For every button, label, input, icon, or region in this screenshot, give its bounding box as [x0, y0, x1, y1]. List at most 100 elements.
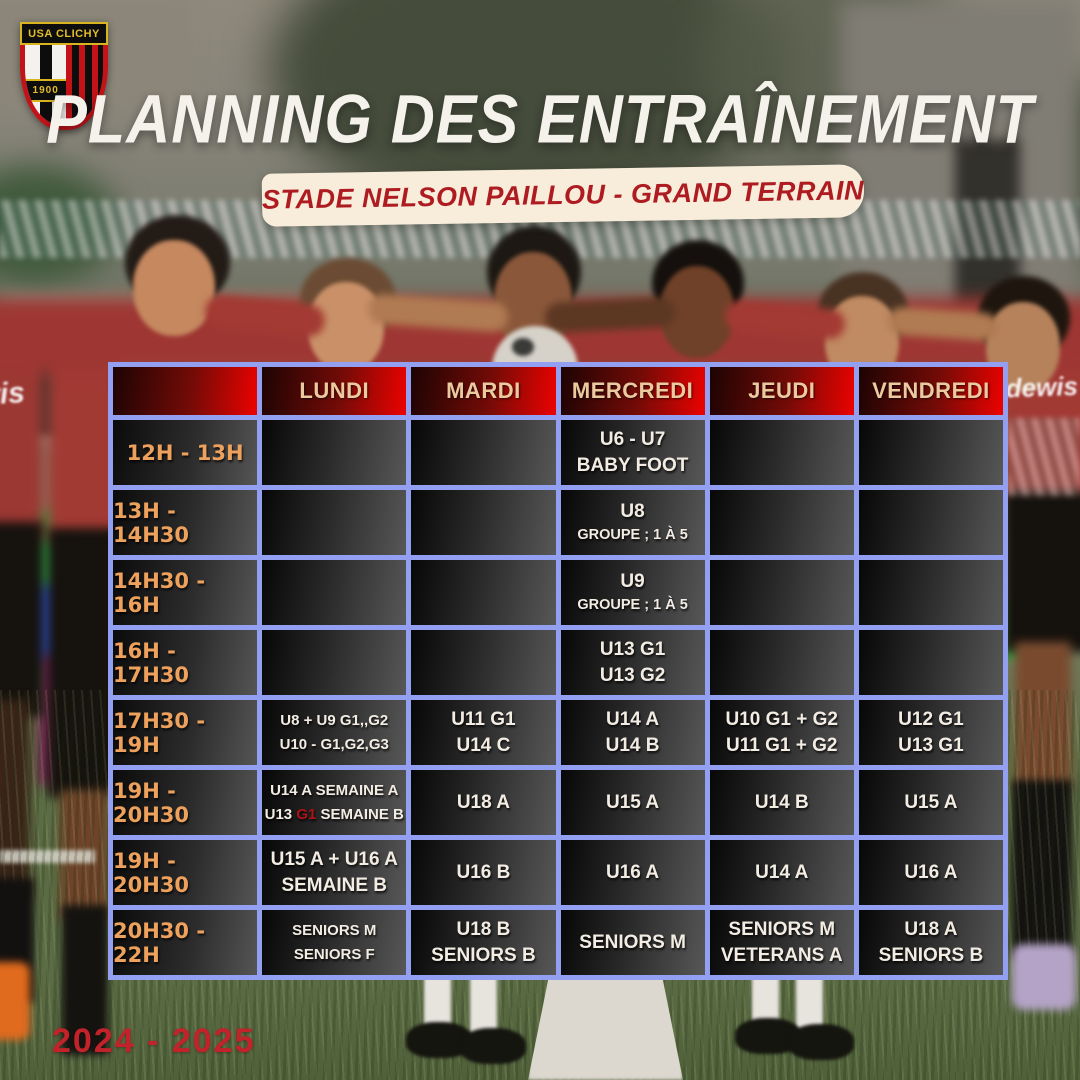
- schedule-cell: U11 G1 U14 C: [411, 700, 556, 765]
- player-hair: [978, 276, 1070, 360]
- player-hair: [652, 240, 744, 326]
- tree-canopy: [0, 165, 120, 285]
- player-hair: [300, 258, 396, 342]
- player-shoe-orange: [0, 962, 30, 1040]
- schedule-entry: BABY FOOT: [576, 454, 689, 476]
- time-cell: 14H30 - 16H: [113, 560, 258, 625]
- schedule-entry: U13 G1: [599, 638, 666, 660]
- schedule-entry: U9: [620, 570, 645, 592]
- player-shoe: [406, 1022, 472, 1058]
- schedule-cell: U9 GROUPE ; 1 À 5: [560, 560, 705, 625]
- schedule-entry: U13 G1 SEMAINE B: [264, 805, 404, 823]
- player-arm: [544, 296, 676, 334]
- player-sock: [0, 878, 34, 1003]
- schedule-entry: U12 G1: [898, 708, 964, 730]
- schedule-entry: SENIORS B: [878, 944, 984, 966]
- day-header-cell: JEUDI: [709, 367, 854, 415]
- schedule-cell: [709, 560, 854, 625]
- schedule-cell: U12 G1 U13 G1: [858, 700, 1003, 765]
- player-hair: [818, 272, 908, 352]
- field-line-center: [528, 972, 683, 1080]
- player-head: [133, 240, 215, 336]
- time-cell: 19H - 20H30: [113, 770, 258, 835]
- player-shorts: [0, 522, 43, 717]
- day-header-cell: MARDI: [411, 367, 556, 415]
- player-shoe: [788, 1024, 854, 1060]
- schedule-cell: U13 G1 U13 G2: [560, 630, 705, 695]
- schedule-entry: U10 G1 + G2: [725, 708, 838, 730]
- schedule-cell: U18 A SENIORS B: [858, 910, 1003, 975]
- schedule-cell: [709, 420, 854, 485]
- schedule-entry: SEMAINE B: [281, 874, 388, 896]
- schedule-cell: U14 A: [709, 840, 854, 905]
- schedule-entry: VETERANS A: [720, 944, 843, 966]
- schedule-cell: [709, 630, 854, 695]
- schedule-cell: [411, 420, 556, 485]
- schedule-entry: U13 G2: [599, 664, 666, 686]
- schedule-cell: U16 A: [858, 840, 1003, 905]
- schedule-cell: [858, 490, 1003, 555]
- schedule-cell: U6 - U7 BABY FOOT: [560, 420, 705, 485]
- player-shorts: [1004, 492, 1080, 652]
- page-title: PLANNING DES ENTRAÎNEMENT: [46, 80, 1034, 158]
- player-arm: [203, 293, 327, 339]
- player-head: [494, 252, 572, 350]
- player-arm: [723, 299, 847, 341]
- player-leg: [0, 700, 30, 900]
- time-cell: 13H - 14H30: [113, 490, 258, 555]
- schedule-cell: [262, 490, 407, 555]
- schedule-entry: GROUPE ; 1 À 5: [577, 596, 688, 613]
- building-window: [30, 350, 115, 435]
- subtitle-text: STADE NELSON PAILLOU - GRAND TERRAIN: [261, 175, 865, 215]
- schedule-cell: [262, 630, 407, 695]
- schedule-entry: U14 A SEMAINE A: [270, 781, 399, 799]
- fence-strip: [1008, 418, 1080, 496]
- schedule-entry: U8: [620, 500, 645, 522]
- schedule-entry: SENIORS M: [292, 921, 377, 939]
- player-leg: [1015, 642, 1071, 792]
- building-window: [955, 140, 1020, 310]
- background-player-head: [18, 448, 68, 510]
- schedule-entry: U10 - G1,G2,G3: [279, 735, 389, 753]
- schedule-cell: [858, 420, 1003, 485]
- building-roofline: [0, 326, 330, 335]
- table-corner-cell: [113, 367, 258, 415]
- player-shoe: [735, 1018, 801, 1054]
- time-cell: 12H - 13H: [113, 420, 258, 485]
- time-cell: 20H30 - 22H: [113, 910, 258, 975]
- schedule-entry: U16 A: [606, 861, 660, 883]
- schedule-entry: U13 G1: [898, 734, 964, 756]
- schedule-cell: U18 A: [411, 770, 556, 835]
- schedule-cell: [262, 420, 407, 485]
- schedule-cell: SENIORS M: [560, 910, 705, 975]
- schedule-cell: U14 A U14 B: [560, 700, 705, 765]
- day-header-cell: LUNDI: [262, 367, 407, 415]
- schedule-cell: U16 B: [411, 840, 556, 905]
- schedule-entry: U16 B: [456, 861, 511, 883]
- player-hair: [487, 226, 581, 318]
- player-hair: [125, 215, 230, 310]
- schedule-entry: U18 B: [456, 918, 511, 940]
- schedule-cell: [411, 560, 556, 625]
- player-head: [660, 266, 734, 358]
- schedule-cell: [262, 560, 407, 625]
- time-cell: 17H30 - 19H: [113, 700, 258, 765]
- day-header-cell: VENDREDI: [858, 367, 1003, 415]
- schedule-entry: U15 A: [904, 791, 958, 813]
- schedule-entry: SENIORS M: [728, 918, 836, 940]
- schedule-cell: [858, 560, 1003, 625]
- schedule-entry: U16 A: [904, 861, 958, 883]
- background-player-shorts-blue: [25, 585, 70, 665]
- schedule-cell: [411, 490, 556, 555]
- schedule-entry: U14 A: [755, 861, 809, 883]
- player-head: [308, 282, 384, 372]
- day-header-cell: MERCREDI: [560, 367, 705, 415]
- soccer-ball-patch: [512, 338, 534, 356]
- player-sock: [1012, 780, 1072, 960]
- field-line-horizontal: [0, 850, 95, 863]
- schedule-cell: U14 A SEMAINE A U13 G1 SEMAINE B: [262, 770, 407, 835]
- schedule-entry: U8 + U9 G1,,G2: [280, 711, 389, 729]
- logo-club-name: USA CLICHY: [28, 27, 100, 40]
- player-leg: [60, 790, 108, 920]
- subtitle-banner: STADE NELSON PAILLOU - GRAND TERRAIN: [261, 164, 865, 227]
